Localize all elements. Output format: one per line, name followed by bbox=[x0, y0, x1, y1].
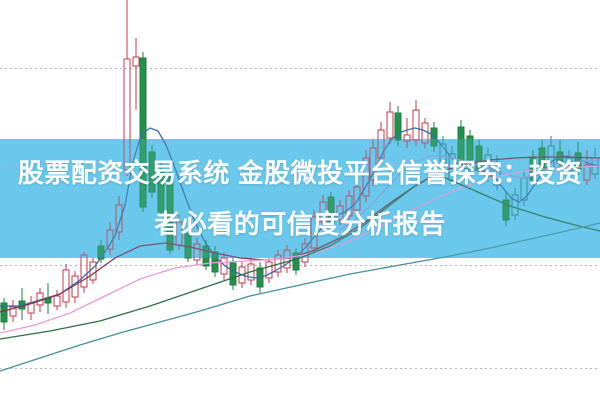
article-cover-image: 股票配资交易系统 金股微投平台信誉探究：投资 者必看的可信度分析报告 bbox=[0, 0, 600, 372]
candlestick-chart bbox=[0, 0, 600, 372]
